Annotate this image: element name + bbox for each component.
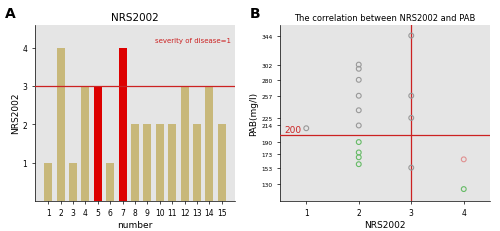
Point: [355, 64, 363, 67]
Bar: [94, 86, 102, 201]
Point: [355, 109, 363, 113]
Point: [355, 79, 363, 82]
Point: [460, 187, 468, 191]
Point: [407, 116, 415, 120]
Text: 200: 200: [284, 125, 302, 134]
Point: [302, 127, 310, 131]
Point: [460, 158, 468, 161]
Text: B: B: [250, 7, 260, 21]
Point: [407, 35, 415, 38]
Point: [355, 68, 363, 71]
Bar: [156, 125, 164, 201]
Title: The correlation between NRS2002 and PAB: The correlation between NRS2002 and PAB: [294, 14, 476, 23]
Point: [407, 94, 415, 98]
Bar: [106, 163, 114, 201]
Bar: [44, 163, 52, 201]
Text: A: A: [5, 7, 16, 21]
Bar: [82, 86, 90, 201]
Point: [407, 166, 415, 170]
X-axis label: number: number: [118, 220, 152, 229]
Point: [355, 124, 363, 128]
Bar: [118, 48, 126, 201]
Bar: [56, 48, 64, 201]
Point: [355, 151, 363, 155]
Bar: [69, 163, 77, 201]
Bar: [131, 125, 139, 201]
X-axis label: NRS2002: NRS2002: [364, 220, 406, 229]
Point: [355, 163, 363, 166]
Bar: [180, 86, 188, 201]
Point: [355, 94, 363, 98]
Bar: [168, 125, 176, 201]
Title: NRS2002: NRS2002: [111, 13, 159, 23]
Point: [355, 141, 363, 144]
Text: severity of disease=1: severity of disease=1: [155, 38, 231, 44]
Bar: [206, 86, 214, 201]
Point: [355, 156, 363, 159]
Y-axis label: NRS2002: NRS2002: [10, 93, 20, 134]
Bar: [193, 125, 201, 201]
Bar: [144, 125, 152, 201]
Y-axis label: PAB(mg/l): PAB(mg/l): [250, 91, 258, 135]
Bar: [218, 125, 226, 201]
